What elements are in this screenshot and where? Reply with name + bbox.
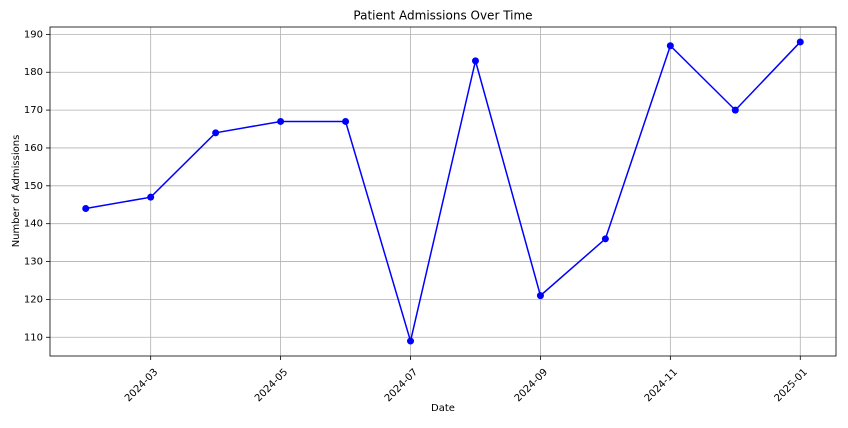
y-tick-label: 140 — [24, 219, 43, 230]
point — [731, 106, 739, 114]
x-tick-label: 2024-07 — [383, 367, 420, 404]
y-axis-label: Number of Admissions — [11, 135, 22, 248]
plot-frame — [49, 26, 837, 357]
point — [471, 57, 479, 65]
point — [342, 117, 350, 125]
chart-title: Patient Admissions Over Time — [353, 9, 532, 23]
point — [407, 337, 415, 345]
x-tick-label: 2024-09 — [513, 367, 550, 404]
y-tick-label: 190 — [24, 29, 43, 40]
x-tick-label: 2024-05 — [253, 367, 290, 404]
x-tick-label: 2025-01 — [773, 367, 810, 404]
point — [82, 205, 90, 213]
y-tick-label: 110 — [24, 332, 43, 343]
point — [796, 38, 804, 46]
line — [85, 41, 801, 344]
point — [277, 117, 285, 125]
y-tick-label: 130 — [24, 257, 43, 268]
point — [601, 235, 609, 243]
x-tick-label: 2024-03 — [123, 367, 160, 404]
point — [147, 193, 155, 201]
y-tick-label: 170 — [24, 105, 43, 116]
y-tick-label: 180 — [24, 67, 43, 78]
y-tick-label: 160 — [24, 143, 43, 154]
x-tick-label: 2024-11 — [643, 367, 680, 404]
y-tick-label: 150 — [24, 181, 43, 192]
point — [536, 292, 544, 300]
point — [666, 42, 674, 50]
y-tick-label: 120 — [24, 294, 43, 305]
x-axis-label: Date — [431, 403, 455, 414]
point — [212, 129, 220, 137]
